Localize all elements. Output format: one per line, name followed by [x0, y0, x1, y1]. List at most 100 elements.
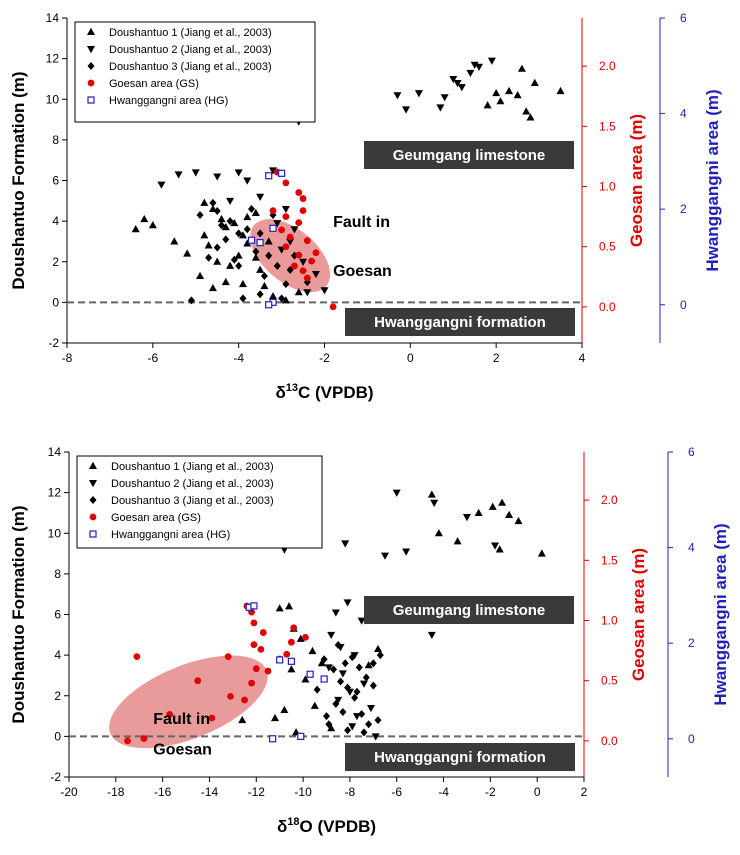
data-point: [344, 726, 352, 735]
bottom-axis-tick-label: 0: [534, 785, 541, 799]
data-point: [282, 243, 290, 251]
legend-marker: [89, 480, 97, 488]
legend-marker: [87, 62, 95, 70]
data-point: [487, 57, 496, 65]
data-point: [234, 169, 243, 177]
data-point: [278, 226, 285, 234]
series-triangle-up: [131, 64, 565, 304]
left-axis-tick-label: 8: [54, 567, 61, 581]
data-point: [371, 733, 380, 741]
data-point: [221, 223, 230, 231]
legend-label: Doushantuo 2 (Jiang et al., 2003): [109, 44, 272, 56]
data-point: [205, 253, 213, 262]
data-point: [495, 545, 504, 553]
geumgang-label-box: [364, 141, 574, 169]
left-axis-tick-label: 14: [48, 445, 62, 459]
data-point: [366, 704, 375, 713]
data-point: [157, 181, 166, 189]
goesan-axis-tick-label: 1.0: [599, 180, 616, 194]
data-point: [302, 633, 309, 641]
data-point: [514, 516, 523, 525]
left-axis-title: Doushantuo Formation (m): [9, 505, 28, 723]
bottom-axis-tick-label: -2: [319, 351, 330, 365]
data-point: [131, 225, 140, 233]
left-axis-tick-label: -2: [50, 770, 61, 784]
series-triangle-up: [238, 490, 546, 736]
data-point: [241, 696, 248, 704]
data-point: [526, 113, 535, 121]
data-point: [483, 101, 492, 109]
bottom-axis-tick-label: -2: [485, 785, 496, 799]
fault-label-line2: Goesan: [153, 742, 212, 759]
data-point: [365, 720, 373, 729]
data-point: [224, 653, 232, 661]
fault-ellipse: [109, 655, 268, 749]
bottom-axis-tick-label: 0: [407, 351, 414, 365]
data-point: [256, 193, 265, 201]
data-point: [200, 198, 209, 206]
data-point: [324, 664, 333, 672]
bottom-axis-tick-label: -6: [147, 351, 158, 365]
legend-marker: [87, 27, 95, 35]
data-point: [282, 179, 290, 187]
data-point: [183, 249, 192, 257]
hwanggangni-label: Hwanggangni formation: [374, 749, 546, 766]
bottom-axis-title: δ18O (VPDB): [277, 816, 376, 836]
bottom-axis-tick-label: -4: [233, 351, 244, 365]
goesan-axis-tick-label: 1.5: [599, 119, 616, 133]
bottom-axis-tick-label: -4: [438, 785, 449, 799]
data-point: [226, 197, 235, 206]
data-point: [251, 253, 260, 261]
data-point: [256, 239, 264, 247]
data-point: [362, 673, 370, 682]
data-point: [343, 599, 352, 607]
data-point: [299, 195, 307, 202]
data-point: [498, 498, 507, 506]
data-point: [243, 239, 252, 247]
data-point: [252, 247, 260, 256]
data-point: [260, 281, 269, 290]
data-point: [265, 251, 273, 260]
data-point: [226, 217, 234, 226]
data-point: [269, 292, 277, 300]
hwanggangni-axis-tick-label: 4: [688, 541, 695, 555]
data-point: [250, 602, 258, 610]
data-point: [338, 670, 347, 678]
data-point: [170, 237, 179, 245]
data-point: [496, 97, 505, 105]
data-point: [243, 212, 252, 221]
hwanggangni-axis-tick-label: 0: [688, 732, 695, 746]
bottom-axis-tick-label: -18: [107, 785, 125, 799]
data-point: [213, 243, 221, 252]
data-point: [287, 665, 296, 673]
data-point: [287, 657, 295, 665]
data-point: [505, 86, 514, 95]
data-point: [427, 631, 436, 640]
data-point: [208, 714, 216, 722]
data-point: [256, 265, 265, 273]
data-point: [320, 655, 328, 664]
legend-label: Goesan area (GS): [111, 512, 201, 524]
bottom-axis-tick-label: -8: [345, 785, 356, 799]
goesan-axis-tick-label: 0.0: [599, 300, 616, 314]
data-point: [303, 237, 311, 245]
data-point: [282, 280, 290, 289]
legend-label: Doushantuo 1 (Jiang et al., 2003): [111, 461, 274, 473]
data-point: [327, 631, 336, 640]
data-point: [191, 169, 200, 177]
data-point: [234, 251, 243, 259]
fault-label-line2: Goesan: [333, 263, 392, 280]
data-point: [310, 701, 319, 709]
hwanggangni-axis-tick-label: 6: [688, 445, 695, 459]
data-point: [271, 713, 279, 722]
data-point: [392, 489, 401, 497]
data-point: [297, 732, 305, 740]
legend-marker: [87, 46, 95, 54]
data-point: [308, 646, 317, 655]
data-point: [466, 69, 475, 78]
bottom-axis-title: δ13C (VPDB): [275, 382, 373, 402]
data-point: [306, 670, 314, 678]
data-point: [369, 659, 377, 668]
